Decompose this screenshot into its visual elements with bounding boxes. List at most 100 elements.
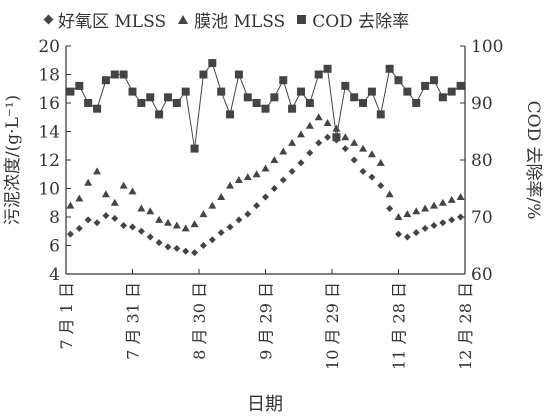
data-point	[129, 223, 136, 231]
data-point	[314, 113, 323, 121]
data-point	[226, 223, 234, 231]
data-point	[395, 230, 402, 238]
data-point	[270, 185, 278, 192]
data-point	[439, 219, 447, 227]
data-point	[306, 149, 314, 157]
y-tick-label-right: 80	[471, 151, 493, 171]
data-point	[75, 224, 83, 232]
y-tick-label-left: 10	[38, 180, 60, 200]
data-point	[163, 93, 172, 102]
data-point	[376, 158, 385, 166]
data-point	[314, 70, 323, 79]
data-point	[341, 81, 350, 90]
data-point	[199, 70, 208, 79]
data-point	[368, 173, 376, 181]
data-point	[421, 224, 429, 232]
data-point	[93, 104, 102, 113]
data-point	[235, 216, 243, 224]
x-tick-label: 11 月 28 日	[390, 282, 409, 370]
data-point	[146, 233, 154, 241]
data-point	[101, 76, 110, 85]
data-point	[208, 201, 217, 209]
data-point	[421, 81, 430, 90]
data-point	[173, 244, 181, 252]
data-point	[217, 229, 225, 237]
data-point	[350, 93, 359, 102]
data-point	[146, 93, 155, 102]
data-point	[279, 176, 287, 184]
data-point	[412, 229, 420, 237]
data-point	[102, 212, 110, 220]
data-point	[261, 104, 270, 113]
data-point	[447, 87, 456, 96]
data-point	[155, 110, 164, 119]
data-point	[208, 59, 217, 68]
data-point	[456, 81, 465, 90]
data-point	[297, 159, 305, 167]
diamond-marker-icon	[43, 14, 54, 24]
data-point	[385, 190, 394, 198]
data-point	[359, 99, 368, 107]
data-point	[332, 133, 341, 142]
data-point	[234, 175, 243, 183]
data-point	[93, 167, 102, 175]
x-tick-label: 10 月 29 日	[323, 282, 342, 370]
data-point	[305, 99, 314, 107]
data-point	[332, 124, 341, 132]
y-tick-label-left: 20	[38, 37, 60, 57]
legend: 好氧区 MLSS 膜池 MLSS COD 去除率	[43, 6, 421, 32]
x-ticks: 7 月 1 日 7 月 31 日 8 月 30 日 9 月 29 日 10 月 29 日…	[57, 269, 475, 370]
data-point	[288, 138, 297, 146]
data-point	[323, 64, 332, 73]
data-point	[359, 167, 367, 175]
data-point	[155, 215, 164, 223]
data-point	[457, 213, 465, 221]
x-tick-label: 7 月 1 日	[57, 282, 76, 350]
y-tick-label-left: 12	[38, 151, 60, 171]
data-point	[84, 216, 92, 224]
data-point	[394, 213, 403, 220]
data-point	[66, 201, 75, 209]
data-point	[262, 193, 269, 201]
data-point	[261, 164, 270, 172]
data-point	[119, 181, 128, 189]
data-point	[234, 70, 243, 79]
data-point	[208, 236, 216, 244]
data-point	[119, 70, 128, 79]
data-point	[163, 218, 172, 226]
data-point	[323, 118, 332, 126]
series-square	[66, 59, 465, 153]
data-point	[429, 201, 438, 209]
data-point	[146, 207, 155, 215]
data-point	[438, 93, 447, 102]
data-point	[394, 76, 403, 85]
data-point	[279, 147, 288, 155]
legend-item-membrane: 膜池 MLSS	[178, 7, 285, 32]
data-point	[350, 138, 359, 146]
y-tick-label-left: 16	[38, 94, 60, 114]
data-point	[421, 204, 430, 212]
data-point	[296, 87, 305, 96]
data-point	[367, 150, 376, 158]
y-tick-label-right: 100	[471, 37, 503, 57]
data-point	[252, 170, 261, 178]
data-point	[120, 222, 128, 230]
legend-label-aerobic: 好氧区 MLSS	[58, 11, 167, 32]
series-layer	[66, 59, 465, 257]
data-point	[155, 239, 163, 247]
data-point	[270, 156, 279, 163]
legend-label-membrane: 膜池 MLSS	[194, 11, 286, 32]
data-point	[226, 181, 235, 189]
data-point	[66, 230, 74, 238]
data-point	[412, 207, 421, 215]
data-point	[447, 195, 456, 203]
data-point	[438, 198, 447, 206]
data-point	[137, 204, 146, 212]
legend-item-aerobic: 好氧区 MLSS	[43, 7, 167, 32]
data-point	[128, 187, 137, 195]
data-point	[252, 99, 261, 107]
data-point	[376, 110, 385, 119]
data-point	[93, 219, 101, 227]
plot-area	[65, 46, 466, 275]
